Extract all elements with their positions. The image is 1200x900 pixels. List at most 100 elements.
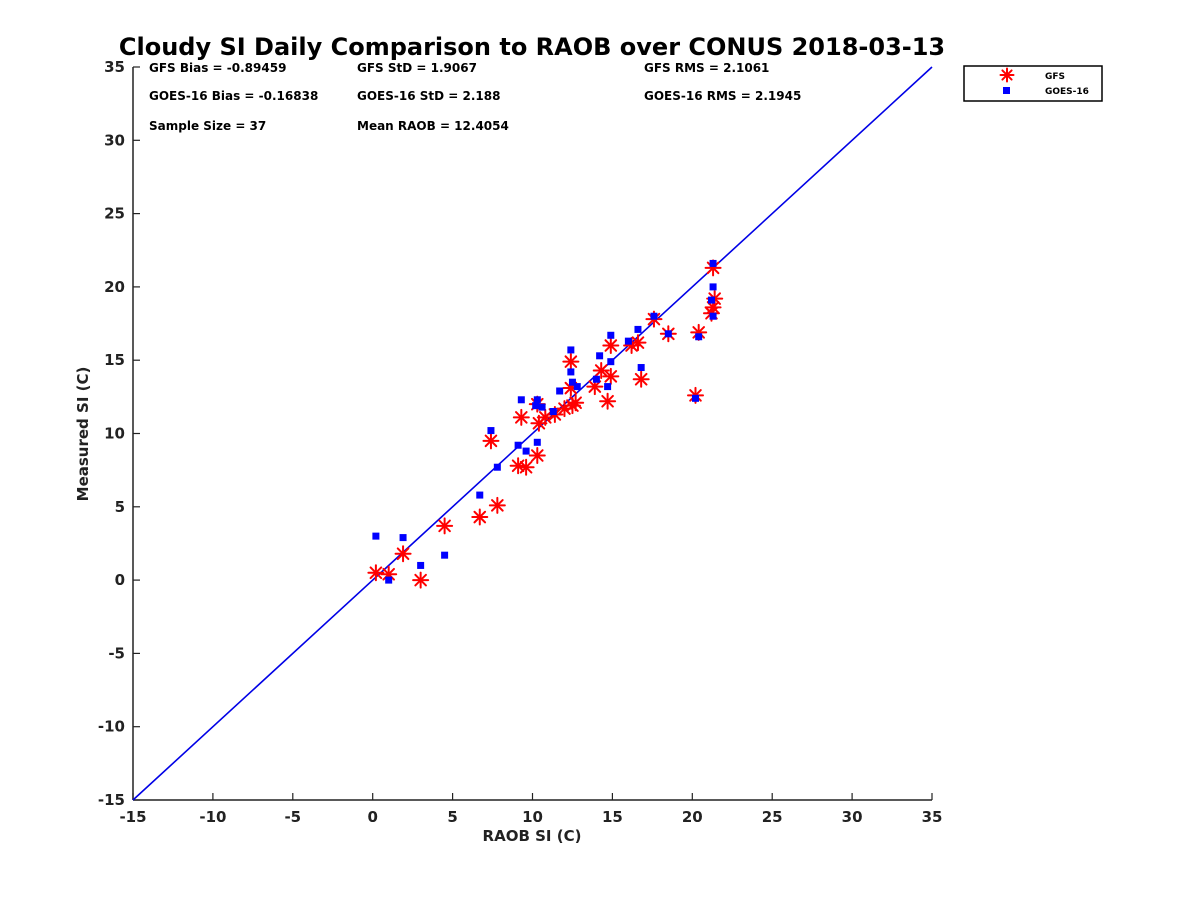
x-tick-label: 15 — [602, 808, 623, 826]
x-axis-label: RAOB SI (C) — [483, 827, 582, 845]
y-tick-label: 30 — [104, 131, 125, 149]
goes16-point — [417, 561, 425, 569]
x-tick-label: -15 — [119, 808, 146, 826]
goes16-point — [707, 296, 715, 304]
goes16-point — [399, 534, 407, 542]
gfs-point — [528, 446, 546, 464]
x-tick-label: 30 — [842, 808, 863, 826]
x-tick-label: 20 — [682, 808, 703, 826]
stats-annotations: GFS Bias = -0.89459 GFS StD = 1.9067 GFS R… — [149, 61, 801, 133]
x-tick-label: 35 — [922, 808, 943, 826]
goes16-point — [709, 283, 717, 291]
gfs-point — [517, 458, 535, 476]
goes16-point — [522, 447, 530, 455]
goes16-point — [372, 532, 380, 540]
goes16-point — [476, 491, 484, 499]
gfs-point — [509, 457, 527, 475]
legend-gfs-marker — [999, 67, 1015, 83]
y-tick-label: 20 — [104, 278, 125, 296]
series-goes16 — [372, 259, 717, 584]
goes16-point — [493, 463, 501, 471]
goes16-point — [533, 396, 541, 404]
gfs-point — [488, 496, 506, 514]
goes16-point — [567, 368, 575, 376]
goes16-point — [709, 312, 717, 320]
goes16-point — [650, 312, 658, 320]
stat-text: Sample Size = 37 — [149, 119, 266, 133]
x-tick-label: 5 — [447, 808, 457, 826]
goes16-point — [596, 352, 604, 360]
legend: GFS GOES-16 — [963, 65, 1103, 102]
goes16-point — [695, 333, 703, 341]
gfs-point — [629, 334, 647, 352]
goes16-point — [533, 438, 541, 446]
goes16-point — [556, 387, 564, 395]
goes16-point — [624, 337, 632, 345]
stat-text: GOES-16 Bias = -0.16838 — [149, 89, 318, 103]
goes16-point — [538, 403, 546, 411]
goes16-point — [568, 378, 576, 386]
legend-asterisk — [999, 67, 1015, 83]
goes16-point — [532, 402, 540, 410]
stat-text: GFS StD = 1.9067 — [357, 61, 477, 75]
stat-text: GFS Bias = -0.89459 — [149, 61, 286, 75]
goes16-point — [664, 330, 672, 338]
y-axis-label: Measured SI (C) — [74, 367, 92, 502]
goes16-point — [607, 331, 615, 339]
gfs-point — [567, 394, 585, 412]
stat-text: GFS RMS = 2.1061 — [644, 61, 769, 75]
goes16-point — [487, 427, 495, 435]
goes16-point — [573, 383, 581, 391]
stat-text: Mean RAOB = 12.4054 — [357, 119, 509, 133]
gfs-point — [690, 323, 708, 341]
one-to-one-line — [132, 66, 933, 801]
gfs-point — [394, 545, 412, 563]
goes16-point — [441, 551, 449, 559]
stat-text: GOES-16 RMS = 2.1945 — [644, 89, 801, 103]
goes16-point — [514, 441, 522, 449]
legend-goes16-marker — [1003, 87, 1010, 94]
chart-title: Cloudy SI Daily Comparison to RAOB over … — [119, 33, 945, 61]
gfs-point — [602, 367, 620, 385]
gfs-point — [482, 432, 500, 450]
legend-gfs-label: GFS — [1045, 72, 1065, 82]
gfs-point — [436, 517, 454, 535]
gfs-point — [599, 392, 617, 410]
gfs-point — [562, 353, 580, 371]
x-tick-label: 10 — [522, 808, 543, 826]
goes16-point — [637, 364, 645, 372]
goes16-point — [549, 408, 557, 416]
y-tick-label: 10 — [104, 425, 125, 443]
y-tick-label: -5 — [108, 644, 125, 662]
goes16-point — [604, 383, 612, 391]
y-tick-label: 0 — [115, 571, 125, 589]
goes16-point — [567, 346, 575, 354]
legend-goes16-label: GOES-16 — [1045, 87, 1089, 97]
gfs-point — [602, 337, 620, 355]
goes16-point — [709, 259, 717, 267]
stat-text: GOES-16 StD = 2.188 — [357, 89, 500, 103]
y-tick-label: 35 — [104, 58, 125, 76]
x-tick-label: 25 — [762, 808, 783, 826]
gfs-point — [367, 564, 385, 582]
goes16-point — [607, 358, 615, 366]
goes16-point — [517, 396, 525, 404]
x-tick-label: -5 — [284, 808, 301, 826]
goes16-point — [691, 394, 699, 402]
y-tick-label: -10 — [98, 718, 125, 736]
legend-box — [963, 65, 1103, 102]
gfs-point — [471, 508, 489, 526]
x-tick-label: 0 — [367, 808, 377, 826]
y-tick-label: -15 — [98, 791, 125, 809]
x-tick-label: -10 — [199, 808, 226, 826]
x-ticks: -15 -10 -5 0 5 10 15 20 25 30 35 — [119, 793, 942, 826]
gfs-point — [512, 408, 530, 426]
series-gfs — [367, 259, 724, 589]
gfs-point — [536, 408, 554, 426]
y-tick-label: 5 — [115, 498, 125, 516]
y-tick-label: 25 — [104, 205, 125, 223]
y-tick-label: 15 — [104, 351, 125, 369]
y-ticks: -15 -10 -5 0 5 10 15 20 25 30 35 — [98, 58, 140, 809]
goes16-point — [385, 576, 393, 584]
